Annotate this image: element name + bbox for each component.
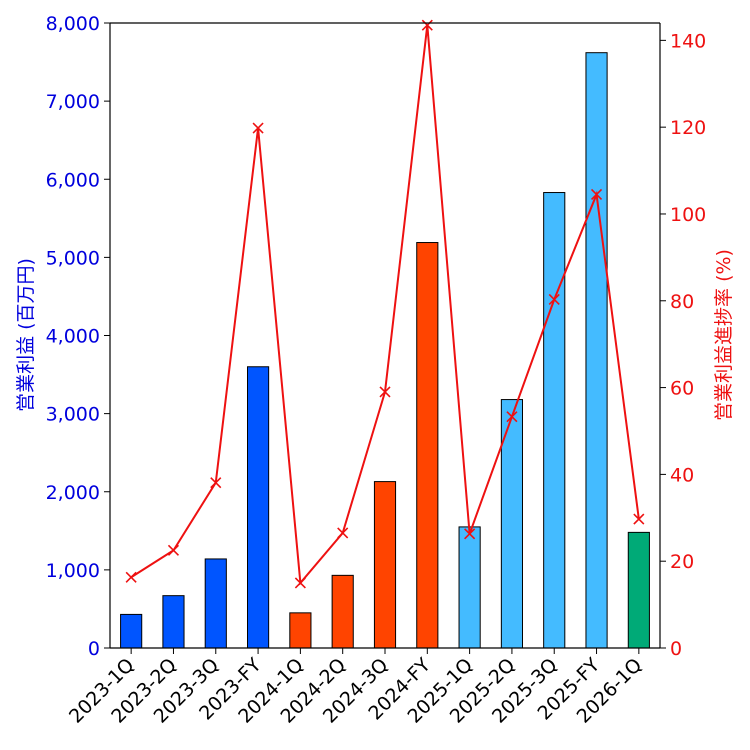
progress-marker-2025-1Q	[464, 528, 476, 540]
right-axis-label: 営業利益進捗率 (%)	[713, 249, 735, 421]
left-tick-label: 8,000	[46, 13, 100, 35]
progress-marker-2023-2Q	[167, 544, 180, 556]
right-tick-label: 40	[670, 464, 694, 486]
progress-marker-2024-3Q	[379, 386, 391, 398]
progress-marker-2024-1Q	[294, 577, 306, 589]
bar-2024-3Q	[373, 481, 397, 649]
bar-2023-FY	[247, 366, 270, 649]
progress-line-series	[125, 19, 645, 589]
right-tick-label: 140	[670, 30, 706, 52]
bar-2023-1Q	[120, 613, 143, 649]
bar-series	[120, 52, 650, 649]
right-y-ticks: 0 20 40 60 80 100 120 140	[660, 30, 706, 660]
right-tick-label: 120	[670, 117, 706, 139]
progress-marker-2023-1Q	[125, 571, 137, 583]
bar-2025-1Q	[458, 526, 481, 649]
left-tick-label: 1,000	[46, 560, 100, 582]
left-axis-label: 営業利益 (百万円)	[15, 258, 37, 412]
progress-marker-2025-FY	[590, 188, 603, 201]
right-tick-label: 100	[670, 204, 706, 226]
x-ticks: 2023-1Q2023-2Q2023-3Q2023-FY2024-1Q2024-…	[65, 648, 646, 728]
left-tick-label: 2,000	[46, 482, 100, 504]
bar-2023-3Q	[204, 558, 227, 649]
bar-2026-1Q	[627, 531, 650, 649]
left-tick-label: 4,000	[46, 326, 100, 348]
progress-marker-2024-FY	[421, 19, 433, 31]
right-tick-label: 20	[670, 551, 694, 573]
left-tick-label: 3,000	[46, 404, 100, 426]
bar-2024-2Q	[331, 574, 354, 649]
bar-2025-FY	[585, 52, 608, 649]
left-tick-label: 5,000	[46, 247, 100, 269]
progress-marker-2023-3Q	[210, 477, 222, 489]
right-tick-label: 60	[670, 378, 694, 400]
progress-marker-2025-3Q	[548, 293, 560, 306]
progress-marker-2026-1Q	[633, 513, 645, 525]
bar-2023-2Q	[162, 595, 185, 649]
right-tick-label: 80	[670, 291, 694, 313]
progress-marker-2023-FY	[252, 122, 264, 134]
bar-2024-FY	[416, 242, 439, 649]
progress-marker-2025-2Q	[506, 411, 518, 423]
right-tick-label: 0	[670, 638, 682, 660]
left-y-ticks: 0 1,000 2,000 3,000 4,000 5,000 6,000 7,000 8,00…	[46, 13, 110, 660]
left-tick-label: 7,000	[46, 91, 100, 113]
bar-2024-1Q	[289, 612, 312, 649]
left-tick-label: 6,000	[46, 169, 100, 191]
bar-2025-3Q	[543, 192, 566, 649]
progress-marker-2024-2Q	[337, 527, 349, 539]
left-tick-label: 0	[88, 638, 100, 660]
